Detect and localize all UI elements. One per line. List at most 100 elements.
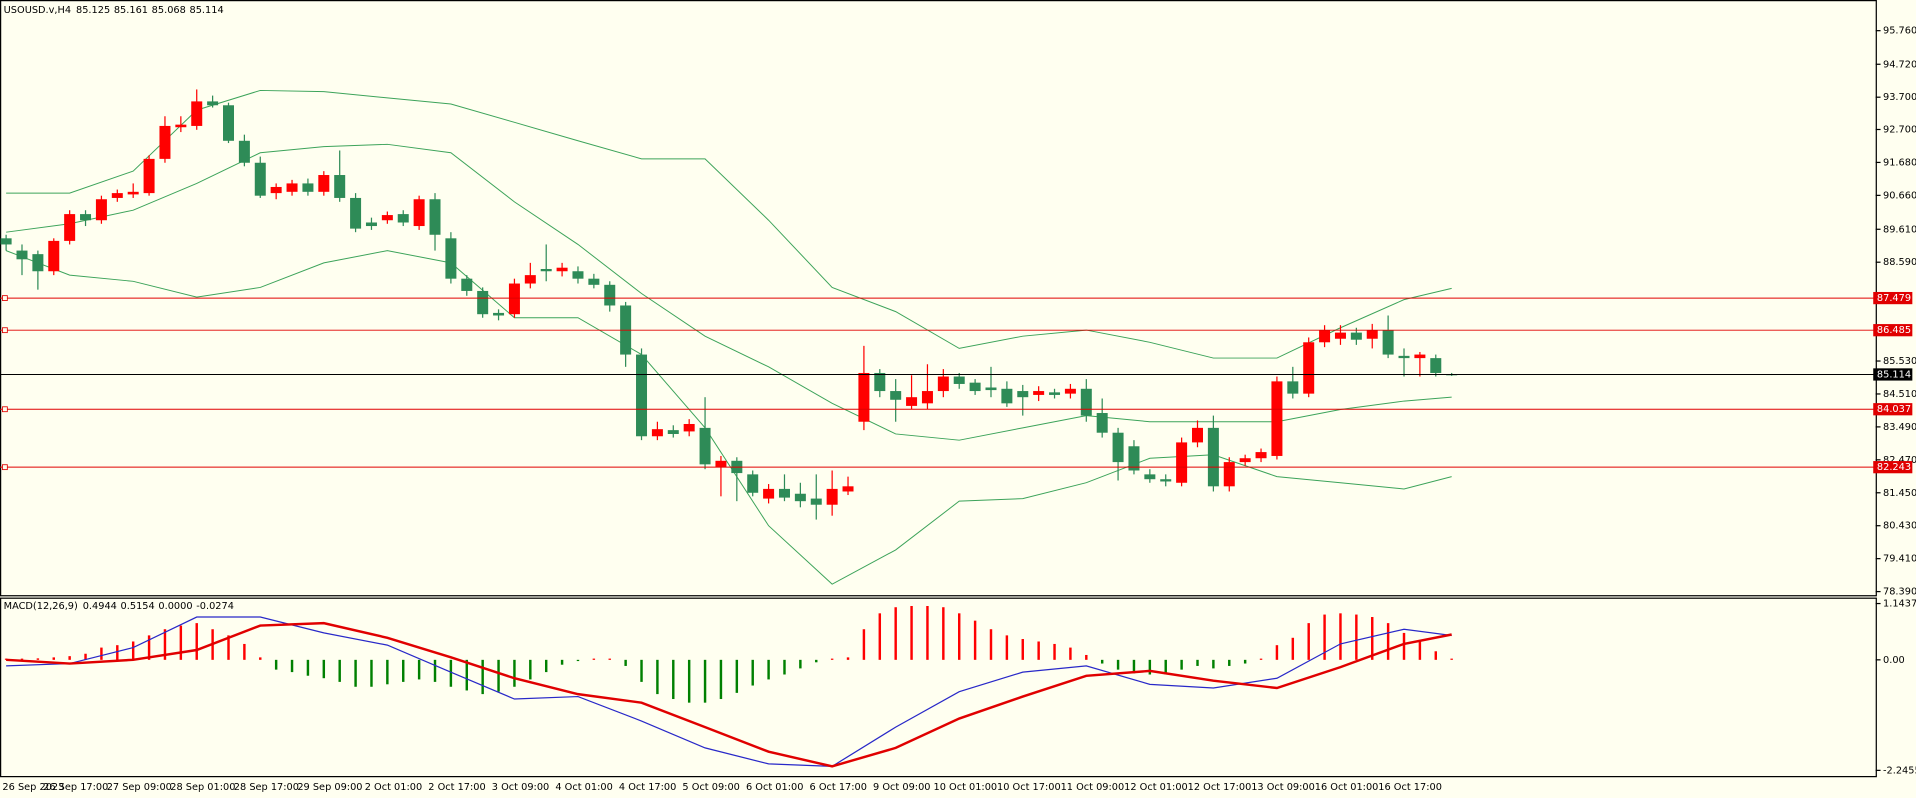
x-tick-label: 28 Sep 17:00 — [234, 782, 299, 793]
candle-body — [572, 271, 584, 279]
candle-body — [699, 427, 711, 465]
x-tick-label: 26 Sep 2023 — [2, 782, 64, 793]
candle-body — [1430, 358, 1442, 373]
x-tick-label: 5 Oct 09:00 — [682, 782, 739, 793]
macd-readout: 0.5154 — [121, 601, 155, 612]
candle-body — [524, 275, 536, 284]
x-tick-label: 10 Oct 01:00 — [933, 782, 997, 793]
level-handle — [2, 327, 8, 334]
x-tick-label: 4 Oct 01:00 — [555, 782, 612, 793]
level-label: 86.485 — [1877, 325, 1911, 336]
candle-body — [715, 460, 727, 467]
close-readout: 85.114 — [190, 5, 224, 16]
candle-body — [445, 238, 457, 279]
candle-body — [890, 391, 902, 400]
x-tick-label: 4 Oct 17:00 — [619, 782, 676, 793]
candle-body — [350, 197, 362, 229]
candle-body — [493, 312, 505, 316]
candle-body — [667, 430, 679, 435]
x-tick-label: 13 Oct 09:00 — [1251, 782, 1315, 793]
y-tick-label: 88.590 — [1883, 257, 1916, 268]
x-tick-label: 2 Oct 17:00 — [428, 782, 485, 793]
candle-body — [906, 397, 918, 406]
y-tick-label: 85.530 — [1883, 356, 1916, 367]
level-label: 82.243 — [1877, 462, 1911, 473]
y2-tick-label: 0.00 — [1883, 655, 1905, 666]
candle-body — [1080, 388, 1092, 416]
x-tick-label: 29 Sep 09:00 — [297, 782, 362, 793]
candle-body — [1271, 381, 1283, 456]
y-tick-label: 82.470 — [1883, 455, 1916, 466]
candle-body — [636, 354, 648, 437]
y-tick-label: 84.510 — [1883, 389, 1916, 400]
candle-body — [365, 222, 377, 227]
x-tick-label: 16 Oct 17:00 — [1378, 782, 1442, 793]
y-tick-label: 80.430 — [1883, 521, 1916, 532]
macd-readout: -0.0274 — [196, 601, 234, 612]
candle-body — [826, 488, 838, 505]
candle-body — [683, 423, 695, 432]
candle-body — [1366, 330, 1378, 339]
candle-body — [270, 186, 282, 194]
level-handle — [2, 295, 8, 301]
candle-body — [540, 268, 552, 272]
candle-body — [651, 429, 663, 437]
y-tick-label: 90.660 — [1883, 190, 1916, 201]
candle-body — [1319, 330, 1331, 343]
candle-body — [1033, 391, 1045, 395]
candle-body — [1096, 413, 1108, 433]
candle-body — [223, 105, 235, 141]
level-handle — [2, 406, 8, 413]
candle-body — [1382, 330, 1394, 355]
high-readout: 85.161 — [114, 5, 148, 16]
x-tick-label: 26 Sep 17:00 — [43, 782, 108, 793]
level-label-bg — [1873, 461, 1913, 474]
candle-body — [1049, 392, 1061, 395]
candle-body — [0, 238, 12, 245]
x-tick-label: 11 Oct 09:00 — [1061, 782, 1125, 793]
candle-body — [1414, 354, 1426, 359]
y-tick-label: 83.490 — [1883, 422, 1916, 433]
candle-body — [95, 199, 107, 221]
macd-readout: 0.4944 — [83, 601, 117, 612]
candle-body — [111, 193, 123, 198]
candle-body — [508, 283, 520, 315]
macd-panel-frame — [0, 597, 1877, 778]
y-tick-label: 81.450 — [1883, 488, 1916, 499]
candle-body — [238, 140, 250, 163]
low-readout: 85.068 — [152, 5, 186, 16]
candle-body — [1303, 342, 1315, 394]
candle-body — [1255, 452, 1267, 459]
candle-body — [1176, 442, 1188, 483]
x-tick-label: 6 Oct 01:00 — [746, 782, 803, 793]
y-tick-label: 95.760 — [1883, 26, 1916, 37]
candle-body — [1334, 332, 1346, 339]
bollinger-upper — [6, 89, 1452, 359]
candle-body — [874, 372, 886, 392]
candle-body — [429, 199, 441, 235]
level-handle — [2, 464, 8, 471]
y-tick-label: 91.680 — [1883, 157, 1916, 168]
candle-body — [1017, 391, 1029, 398]
candle-body — [302, 183, 314, 192]
y-tick-label: 89.610 — [1883, 224, 1916, 235]
candle-body — [191, 101, 203, 126]
candle-body — [1128, 446, 1140, 471]
candle-body — [953, 376, 965, 384]
current-price-bg — [1873, 368, 1913, 381]
y-tick-label: 94.720 — [1883, 59, 1916, 70]
candle-body — [1112, 432, 1124, 463]
symbol: USOUSD.v,H4 — [4, 5, 71, 16]
level-label: 87.479 — [1877, 293, 1911, 304]
y-tick-label: 93.700 — [1883, 92, 1916, 103]
current-price-label: 85.114 — [1877, 369, 1911, 380]
candle-body — [858, 372, 870, 422]
x-tick-label: 28 Sep 01:00 — [170, 782, 235, 793]
candle-body — [159, 125, 171, 159]
level-label-bg — [1873, 324, 1913, 337]
x-tick-label: 9 Oct 09:00 — [873, 782, 930, 793]
candle-body — [1239, 458, 1251, 463]
